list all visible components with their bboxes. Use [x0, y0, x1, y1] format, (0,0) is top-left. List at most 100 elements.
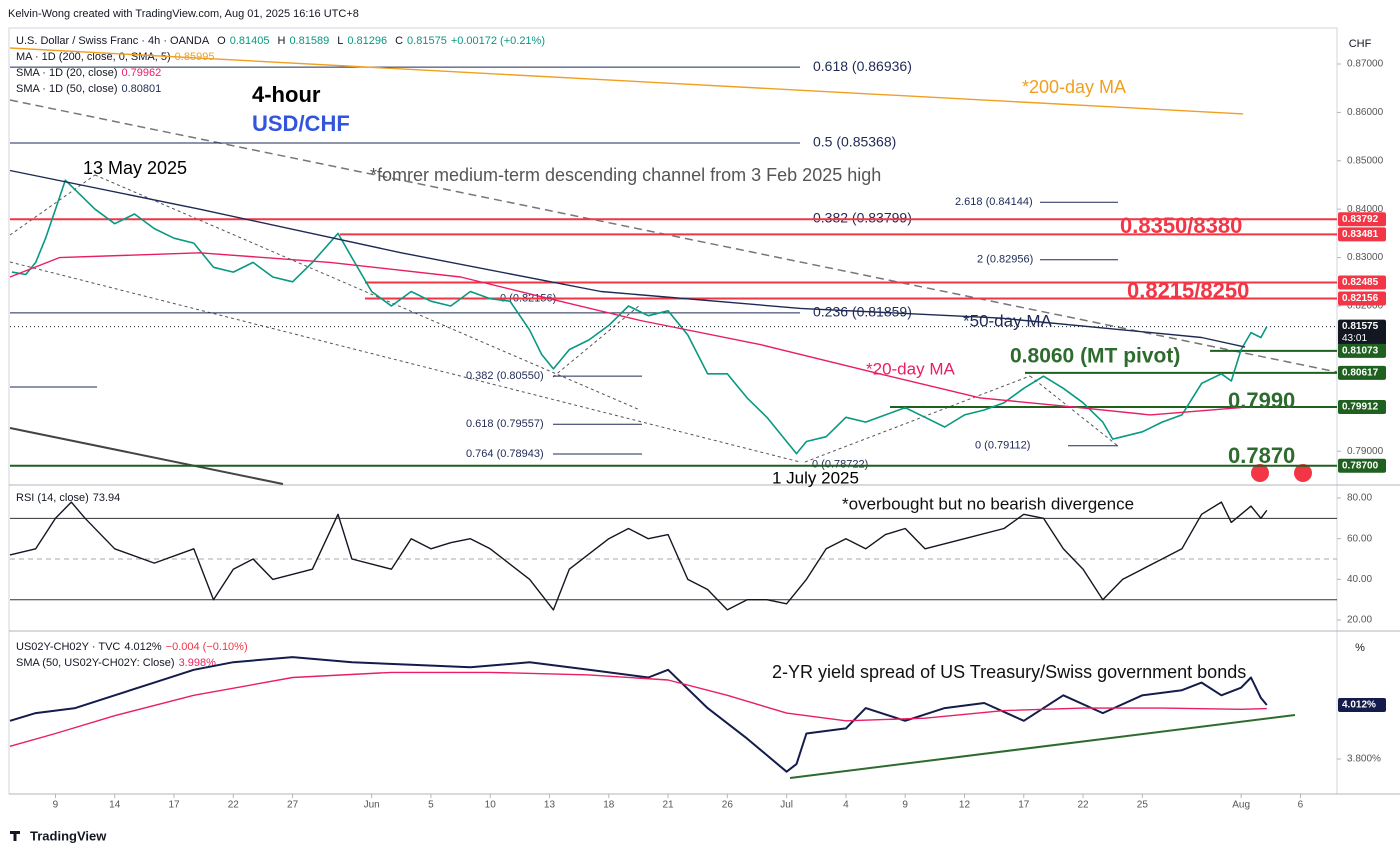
event-icon[interactable] — [1251, 464, 1269, 482]
legend-item: H — [277, 35, 285, 47]
price-badge — [1338, 697, 1386, 712]
series-line — [9, 252, 1242, 416]
price-badge — [1338, 400, 1386, 415]
price-badge-label: 0.81575 — [1342, 321, 1379, 332]
x-tick-label: 4 — [843, 800, 849, 811]
price-badge — [1338, 212, 1386, 227]
x-tick-label: 26 — [722, 800, 734, 811]
series-line — [11, 179, 1268, 455]
x-tick-label: 9 — [53, 800, 59, 811]
price-badge — [1338, 291, 1386, 306]
header: Kelvin-Wong created with TradingView.com… — [8, 8, 359, 20]
legend-item: 0.85995 — [175, 51, 215, 63]
footer-logo: TradingView — [30, 828, 107, 843]
channel-line — [9, 261, 801, 463]
legend-item: O — [217, 35, 226, 47]
legend-item: 0.81405 — [230, 35, 270, 47]
annotation: USD/CHF — [252, 111, 350, 136]
legend-item: L — [337, 35, 343, 47]
legend-item: 0.79962 — [121, 67, 161, 79]
fib-label: 2.618 (0.84144) — [955, 196, 1033, 208]
channel-line — [804, 375, 1031, 463]
annotation: 0.8060 (MT pivot) — [1010, 345, 1180, 368]
y-tick-label: 80.00 — [1347, 493, 1372, 504]
fib-label: 0.382 (0.80550) — [466, 370, 544, 382]
legend-item: C — [395, 35, 403, 47]
legend-item: 0.81575 — [407, 35, 447, 47]
legend-item: 0.81589 — [289, 35, 329, 47]
legend-item: 0.80801 — [121, 83, 161, 95]
legend-item: SMA · 1D (50, close) — [16, 83, 117, 95]
fib-label: 0.764 (0.78943) — [466, 448, 544, 460]
y-tick-label: 60.00 — [1347, 533, 1372, 544]
annotation: *200-day MA — [1022, 77, 1126, 97]
x-tick-label: Jun — [364, 800, 380, 811]
fib-label: 0 (0.78722) — [812, 459, 868, 471]
price-badge-label: 0.79912 — [1342, 402, 1379, 413]
y-tick-label: 0.82000 — [1347, 301, 1384, 312]
yield-trend-line — [789, 714, 1296, 779]
y-tick-label: 0.86000 — [1347, 107, 1384, 118]
annotation: 0.8350/8380 — [1120, 213, 1242, 238]
annotation: *50-day MA — [963, 311, 1052, 330]
price-badge-label: 0.82485 — [1342, 277, 1379, 288]
x-tick-label: 18 — [603, 800, 615, 811]
y-tick-label: 0.79000 — [1347, 446, 1384, 457]
price-badge-label: 0.82156 — [1342, 293, 1379, 304]
legend-item: SMA (50, US02Y-CH02Y: Close) — [16, 657, 175, 669]
channel-line — [1029, 375, 1119, 447]
axis-unit: CHF — [1349, 38, 1372, 50]
x-tick-label: Aug — [1232, 800, 1250, 811]
channel-line — [552, 304, 641, 378]
countdown: 43:01 — [1342, 333, 1367, 344]
x-tick-label: 10 — [485, 800, 497, 811]
x-tick-label: 17 — [1018, 800, 1030, 811]
x-tick-label: 13 — [544, 800, 556, 811]
legend-item: SMA · 1D (20, close) — [16, 67, 117, 79]
y-tick-label: 0.87000 — [1347, 59, 1384, 70]
legend-item: 0.81296 — [347, 35, 387, 47]
x-tick-label: 14 — [109, 800, 121, 811]
x-tick-label: 22 — [1077, 800, 1089, 811]
price-badge-label: 0.80617 — [1342, 368, 1379, 379]
annotation: 4-hour — [252, 82, 321, 107]
fib-label: 2 (0.82956) — [977, 254, 1033, 266]
series-line — [9, 671, 1267, 747]
annotation: *overbought but no bearish divergence — [842, 494, 1134, 513]
series-line — [9, 47, 1244, 115]
x-tick-label: 21 — [662, 800, 674, 811]
legend-item: US02Y-CH02Y · TVC — [16, 641, 120, 653]
fib-label: 0.618 (0.79557) — [466, 418, 544, 430]
fib-label: 0 (0.79112) — [975, 440, 1030, 452]
price-badge — [1338, 275, 1386, 290]
annotation: *20-day MA — [866, 359, 955, 378]
event-icon[interactable] — [1294, 464, 1312, 482]
price-badge-label: 4.012% — [1342, 700, 1376, 711]
x-tick-label: 17 — [168, 800, 180, 811]
x-tick-label: 5 — [428, 800, 434, 811]
price-badge-label: 0.78700 — [1342, 460, 1379, 471]
y-tick-label: 0.84000 — [1347, 204, 1384, 215]
axis-unit: % — [1355, 642, 1365, 654]
y-tick-label: 40.00 — [1347, 574, 1372, 585]
price-badge — [1338, 343, 1386, 358]
y-tick-label: 0.83000 — [1347, 252, 1384, 263]
x-tick-label: Jul — [780, 800, 793, 811]
price-badge-label: 0.83792 — [1342, 214, 1379, 225]
legend-item: U.S. Dollar / Swiss Franc · 4h · OANDA — [16, 35, 210, 47]
annotation: 13 May 2025 — [83, 158, 187, 178]
x-tick-label: 25 — [1137, 800, 1149, 811]
x-tick-label: 27 — [287, 800, 299, 811]
annotation: 0.8215/8250 — [1127, 278, 1249, 303]
legend-item: +0.00172 (+0.21%) — [451, 35, 545, 47]
series-line — [9, 169, 1246, 348]
price-badge-label: 0.83481 — [1342, 229, 1379, 240]
legend-item: 4.012% — [124, 641, 162, 653]
y-tick-label: 3.800% — [1347, 754, 1381, 765]
series-line — [9, 501, 1268, 611]
annotation: 0.7990 — [1228, 388, 1295, 413]
channel-line — [9, 99, 1338, 373]
price-badge — [1338, 227, 1386, 242]
